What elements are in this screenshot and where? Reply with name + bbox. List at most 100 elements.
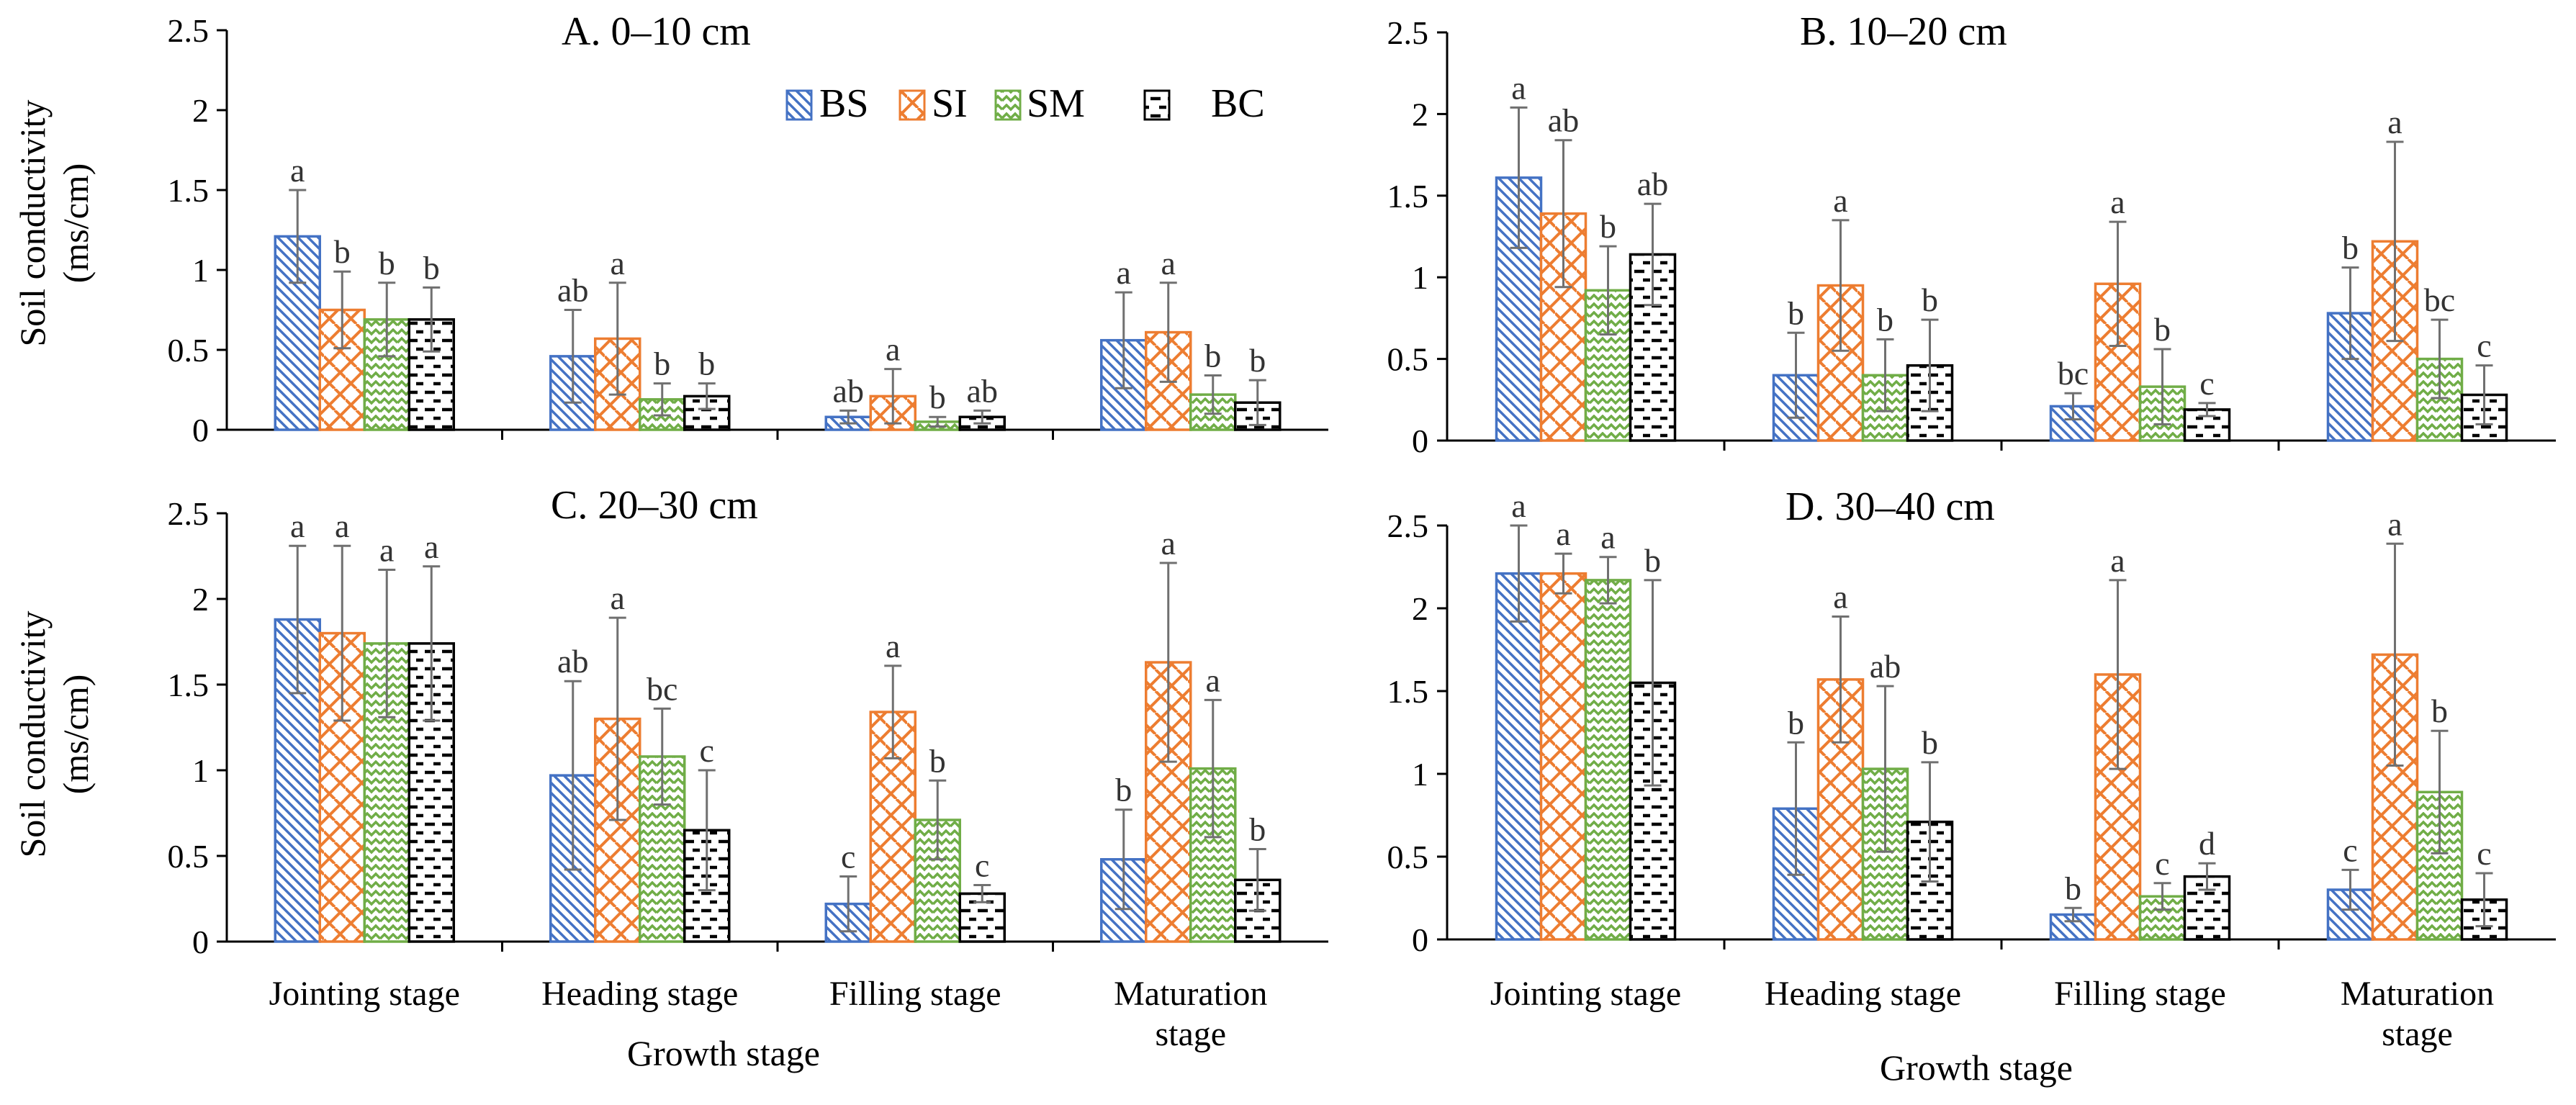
significance-label: b [1115, 772, 1132, 808]
y-tick-label: 0 [1412, 423, 1428, 459]
bar-si [1539, 572, 1588, 941]
significance-label: b [2065, 870, 2081, 906]
y-tick-label: 0.5 [168, 332, 210, 369]
significance-label: b [1600, 208, 1616, 245]
significance-label: c [841, 839, 855, 875]
significance-label: b [1788, 294, 1804, 331]
legend-label-si: SI [932, 81, 968, 126]
significance-label: a [611, 579, 625, 616]
significance-label: c [2477, 328, 2491, 364]
significance-label: b [1249, 342, 1266, 379]
y-tick-label: 1 [1412, 259, 1428, 296]
significance-label: a [1511, 487, 1526, 524]
significance-label: a [886, 628, 900, 664]
significance-label: b [1644, 542, 1661, 579]
panel-c-category-label: Jointing stage [269, 975, 460, 1013]
significance-label: a [1833, 182, 1847, 219]
significance-label: b [1788, 704, 1804, 741]
y-tick-label: 1.5 [168, 667, 210, 703]
legend-item-si: SI [899, 81, 968, 126]
y-tick-label: 2.5 [1387, 14, 1429, 51]
legend-label-sm: SM [1027, 81, 1085, 126]
y-tick-label: 1.5 [1387, 178, 1429, 215]
legend-item-bs: BS [785, 81, 869, 126]
panel-d-category-label: Jointing stage [1490, 975, 1681, 1013]
significance-label: c [975, 847, 989, 883]
significance-label: b [654, 346, 670, 382]
y-tick-label: 0 [192, 412, 209, 448]
significance-label: ab [1870, 648, 1901, 685]
significance-label: bc [647, 670, 677, 707]
y-tick-label: 2 [1412, 590, 1428, 627]
y-tick-label: 2 [1412, 96, 1428, 132]
panel-d-category-label: Heading stage [1765, 975, 1961, 1013]
significance-label: a [424, 528, 438, 565]
y-axis-title-bottom-line2: (ms/cm) [55, 675, 96, 795]
significance-label: b [1922, 281, 1938, 318]
significance-label: a [1600, 519, 1615, 556]
significance-label: bc [2424, 281, 2455, 318]
panel-title-c: C. 20–30 cm [551, 483, 758, 528]
significance-label: c [700, 732, 714, 769]
significance-label: b [2154, 311, 2171, 348]
significance-label: a [290, 508, 305, 544]
panel-title-d: D. 30–40 cm [1785, 484, 1995, 529]
y-tick-label: 2.5 [1387, 508, 1429, 544]
significance-label: a [1511, 69, 1526, 106]
significance-label: a [1833, 579, 1847, 615]
y-tick-label: 0.5 [1387, 341, 1429, 378]
panel-d-category-label: stage [2382, 1015, 2453, 1053]
significance-label: c [2199, 365, 2214, 402]
y-axis-title-top-line1: Soil conductivity [12, 99, 53, 346]
panel-d-category-label: Maturation [2341, 975, 2494, 1013]
significance-label: a [1556, 515, 1570, 552]
panel-title-a: A. 0–10 cm [562, 9, 751, 54]
significance-label: b [379, 245, 395, 281]
bar-bs [1495, 572, 1543, 941]
significance-label: ab [557, 272, 588, 309]
significance-label: a [2110, 542, 2125, 579]
significance-label: a [2387, 104, 2402, 140]
legend-item-bc: BC [1143, 81, 1265, 126]
significance-label: c [2155, 845, 2169, 882]
x-axis-title-top-left: Growth stage [627, 1033, 820, 1073]
y-axis-title-bottom-line1: Soil conductivity [12, 610, 53, 857]
y-tick-label: 2.5 [168, 495, 210, 532]
y-tick-label: 2 [192, 92, 209, 129]
legend-item-sm: SM [994, 81, 1085, 126]
significance-label: b [929, 379, 946, 415]
significance-label: a [1117, 254, 1131, 291]
y-tick-label: 1 [192, 752, 209, 789]
significance-label: b [334, 233, 351, 270]
significance-label: a [1161, 245, 1176, 281]
x-axis-title-bottom-right: Growth stage [1880, 1047, 2073, 1088]
bar-sm [2415, 790, 2464, 941]
panel-c-category-label: Maturation [1114, 975, 1267, 1013]
panel-d-category-label: Filling stage [2054, 975, 2226, 1013]
significance-label: b [929, 742, 946, 779]
y-tick-label: 1 [192, 252, 209, 289]
y-tick-label: 2.5 [168, 12, 210, 49]
significance-label: a [335, 508, 349, 544]
significance-label: a [2387, 505, 2402, 542]
y-tick-label: 2 [192, 581, 209, 618]
y-tick-label: 1 [1412, 756, 1428, 793]
significance-label: b [2431, 693, 2448, 729]
bar-si [2094, 282, 2142, 442]
significance-label: c [2477, 835, 2491, 872]
significance-label: ab [1637, 166, 1668, 202]
significance-label: b [1204, 338, 1221, 374]
significance-label: b [698, 346, 715, 382]
significance-label: a [2110, 184, 2125, 220]
significance-label: c [2343, 831, 2357, 868]
y-tick-label: 1.5 [168, 172, 210, 209]
significance-label: a [1206, 662, 1220, 698]
significance-label: ab [557, 643, 588, 680]
significance-label: b [423, 249, 440, 286]
significance-label: a [886, 331, 900, 368]
significance-label: a [290, 152, 305, 189]
y-tick-label: 0 [192, 924, 209, 960]
